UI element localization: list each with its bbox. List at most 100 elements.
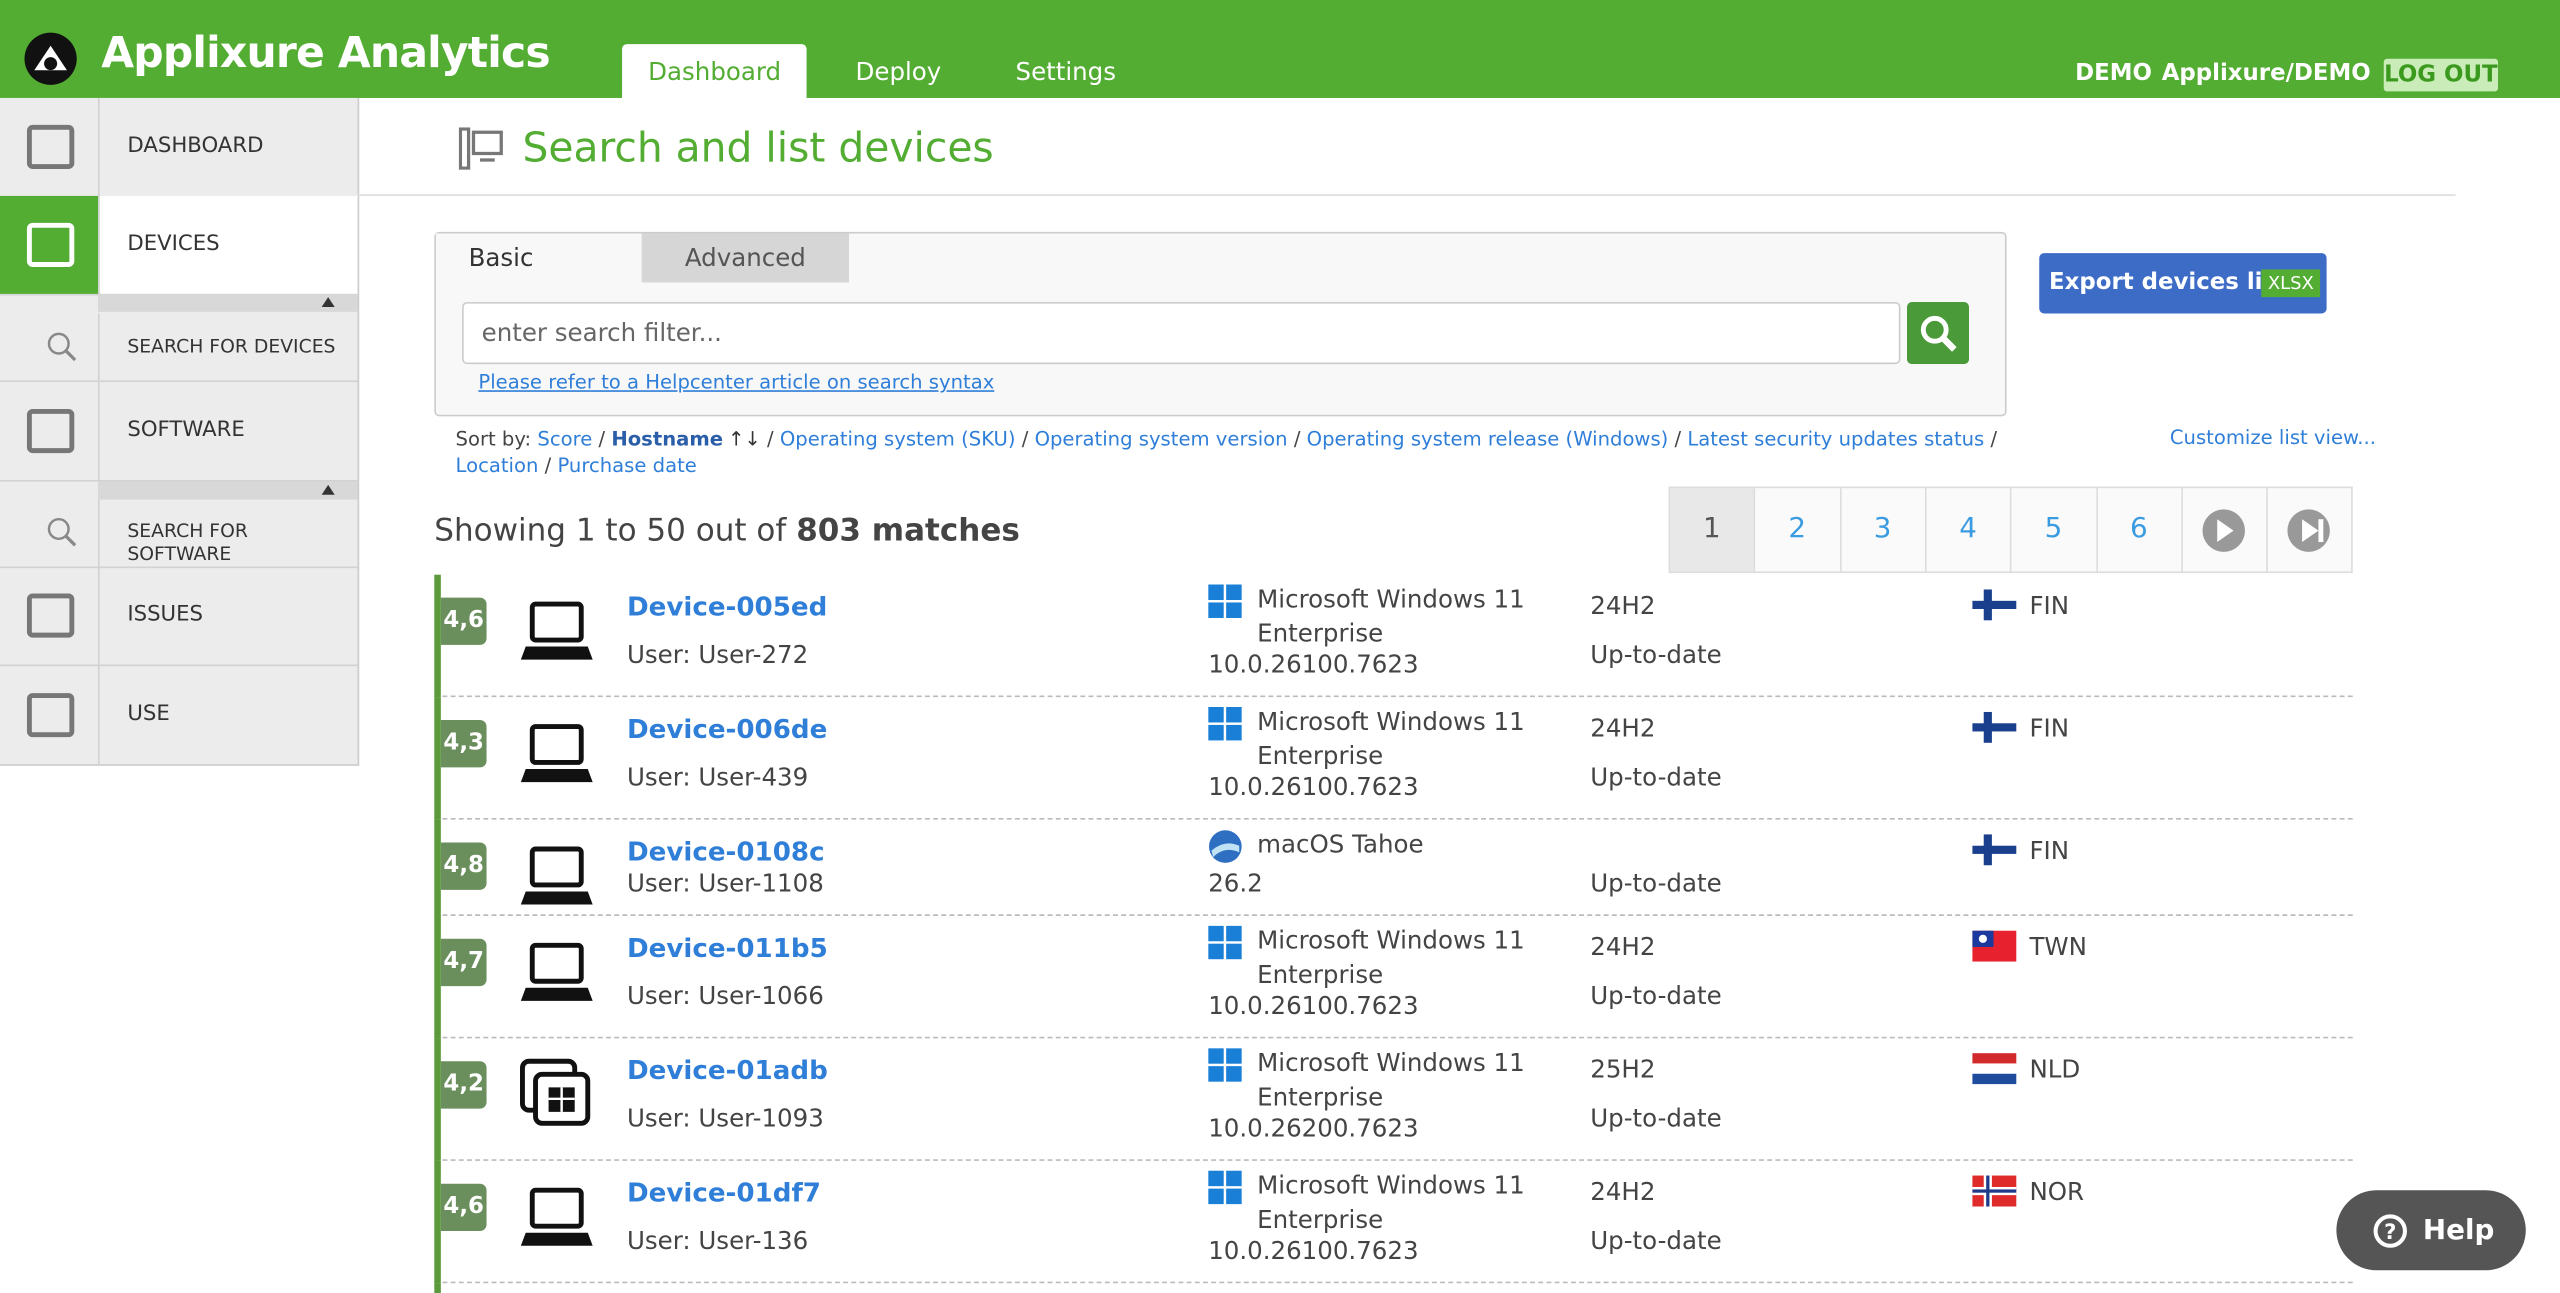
page-nav[interactable]	[2180, 488, 2266, 572]
device-icon	[520, 601, 593, 660]
icon-shape	[529, 942, 584, 984]
sidebar-item[interactable]: ISSUES	[0, 566, 358, 667]
customize-link[interactable]: Customize list view...	[2169, 426, 2376, 449]
score-bar	[434, 1038, 441, 1161]
page-button[interactable]: 6	[2095, 488, 2181, 572]
os-release: 24H2	[1590, 591, 1656, 621]
logout-button[interactable]: LOG OUT	[2383, 58, 2499, 92]
score-badge: 4,6	[440, 597, 487, 645]
sidebar-item[interactable]: SEARCH FOR DEVICES	[0, 313, 358, 383]
icon-shape	[1226, 1066, 1242, 1082]
page-button[interactable]: 2	[1754, 488, 1839, 572]
device-name[interactable]: Device-0108c	[626, 835, 825, 867]
sort-direction: ↑↓	[727, 427, 761, 451]
flag	[1972, 834, 2017, 866]
search-tab[interactable]: Advanced	[641, 233, 850, 283]
sidebar-item[interactable]: DASHBOARD	[0, 97, 358, 198]
sort-option[interactable]: Latest security updates status	[1687, 427, 1985, 451]
device-icon	[520, 1058, 591, 1126]
sidebar-label: SOFTWARE	[127, 417, 245, 443]
flag	[1972, 1053, 2017, 1085]
icon	[47, 517, 77, 547]
sort-option[interactable]: Purchase date	[557, 453, 697, 477]
device-name[interactable]: Device-006de	[626, 713, 828, 745]
sidebar-item[interactable]: USE	[0, 666, 358, 766]
sort-option[interactable]: Operating system version	[1034, 427, 1288, 451]
nav-tab[interactable]: Dashboard	[622, 44, 808, 98]
sidebar-item[interactable]: DEVICES	[0, 195, 358, 296]
summary-text: Showing 1 to 50 out of	[434, 512, 787, 549]
sidebar-icon	[0, 195, 100, 294]
sidebar-icon	[0, 497, 100, 567]
os-version: 10.0.26100.7623	[1208, 772, 1419, 802]
score-bar	[434, 574, 441, 698]
search-input[interactable]: enter search filter...	[462, 302, 1901, 365]
sort-option[interactable]: Location	[455, 453, 539, 477]
nav-tab[interactable]: Settings	[989, 44, 1142, 98]
device-icon	[520, 1187, 593, 1246]
icon-shape	[529, 1187, 584, 1229]
score-badge: 4,3	[440, 720, 487, 768]
flag-part	[1972, 600, 2017, 609]
icon-shape	[1211, 843, 1240, 858]
collapse-arrow	[321, 484, 335, 495]
os-name: Microsoft Windows 11 Enterprise	[1257, 1048, 1525, 1112]
icon-shape	[1226, 602, 1242, 618]
org[interactable]: Applixure/DEMO	[2161, 60, 2371, 87]
page-button[interactable]: 4	[1924, 488, 2010, 572]
os-version: 26.2	[1208, 868, 1263, 898]
divider	[357, 194, 2456, 196]
page-button[interactable]: 1	[1668, 488, 1754, 572]
sort-option[interactable]: Operating system release (Windows)	[1306, 427, 1669, 451]
match-count: 803 matches	[796, 512, 1020, 549]
update-status: Up-to-date	[1590, 1226, 1722, 1256]
country: FIN	[2029, 713, 2070, 743]
search-button[interactable]	[1906, 302, 1970, 365]
device-name[interactable]: Device-011b5	[626, 932, 828, 964]
country: TWN	[2029, 932, 2087, 962]
page-nav[interactable]	[2266, 488, 2351, 572]
os-version: 10.0.26100.7623	[1208, 649, 1419, 680]
icon-shape	[1208, 943, 1224, 960]
sidebar-item[interactable]: SEARCH FOR SOFTWARE	[0, 497, 358, 569]
device-name[interactable]: Device-01df7	[626, 1177, 821, 1209]
export-button[interactable]: Export devices list XLSX	[2039, 253, 2327, 314]
flag	[1972, 1175, 2017, 1207]
score-badge: 4,8	[440, 842, 487, 890]
page-button[interactable]: 3	[1839, 488, 1924, 572]
icon-shape	[1226, 724, 1242, 741]
page-nav-shape	[2302, 519, 2319, 543]
update-status: Up-to-date	[1590, 1103, 1722, 1134]
export-badge: XLSX	[2261, 269, 2321, 298]
icon-shape	[529, 601, 584, 643]
country: FIN	[2029, 591, 2070, 621]
sort-option[interactable]: Hostname	[611, 427, 724, 451]
icon	[26, 124, 75, 169]
icon-shape	[1226, 925, 1242, 942]
search-tab[interactable]: Basic	[435, 233, 675, 283]
device-user: User: User-1108	[626, 868, 824, 898]
help-icon: ?	[2373, 1214, 2408, 1248]
os-version: 10.0.26100.7623	[1208, 1235, 1419, 1266]
country: NLD	[2029, 1054, 2081, 1085]
icon-shape	[1226, 1188, 1242, 1205]
sidebar-collapse[interactable]	[97, 481, 358, 500]
sort-option[interactable]: Score	[537, 427, 593, 451]
flag-part	[1972, 1073, 2017, 1085]
icon-shape	[26, 222, 75, 267]
sidebar-label: SEARCH FOR DEVICES	[127, 333, 336, 357]
sidebar-collapse[interactable]	[97, 293, 358, 312]
sort-option[interactable]: Operating system (SKU)	[779, 427, 1016, 451]
page-button[interactable]: 5	[2010, 488, 2095, 572]
score-bar	[434, 819, 441, 916]
device-name[interactable]: Device-01adb	[626, 1054, 828, 1086]
collapse-arrow	[321, 297, 335, 307]
device-name[interactable]: Device-005ed	[626, 591, 828, 623]
sidebar-item[interactable]: SOFTWARE	[0, 382, 358, 482]
update-status: Up-to-date	[1590, 762, 1722, 792]
device-user: User: User-136	[626, 1226, 809, 1256]
nav-tab[interactable]: Deploy	[829, 44, 967, 98]
help-button[interactable]: ? Help	[2336, 1190, 2526, 1271]
help-link[interactable]: Please refer to a Helpcenter article on …	[478, 370, 995, 394]
icon-shape	[1226, 706, 1242, 723]
